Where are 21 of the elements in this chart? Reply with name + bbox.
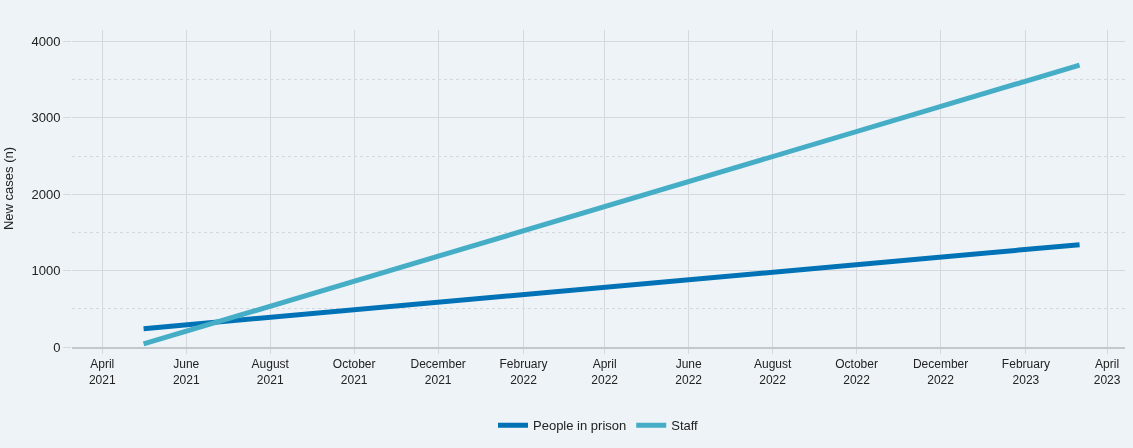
x-tick-label: October 2022 xyxy=(835,357,878,387)
x-tick-label: June 2021 xyxy=(172,357,200,387)
x-tick-label: August 2021 xyxy=(251,357,290,387)
x-tick-label: October 2021 xyxy=(332,357,376,387)
x-tick-label: April 2022 xyxy=(591,357,619,387)
x-tick-label: August 2022 xyxy=(753,357,792,387)
legend-label: Staff xyxy=(671,418,699,434)
y-axis-title: New cases (n) xyxy=(1,146,17,231)
x-tick-label: April 2021 xyxy=(88,357,116,387)
x-tick-label: April 2023 xyxy=(1093,357,1121,387)
y-tick-label: 4000 xyxy=(31,34,61,50)
x-tick-label: June 2022 xyxy=(675,357,703,387)
x-tick-label: February 2023 xyxy=(1001,357,1050,387)
y-tick-label: 1000 xyxy=(31,263,61,279)
x-tick-label: December 2022 xyxy=(912,357,969,387)
x-tick-label: February 2022 xyxy=(499,357,548,387)
x-tick-label: December 2021 xyxy=(410,357,466,387)
y-tick-label: 2000 xyxy=(31,186,61,202)
legend-label: People in prison xyxy=(533,418,627,434)
y-tick-label: 0 xyxy=(53,339,61,355)
y-tick-label: 3000 xyxy=(31,110,61,126)
